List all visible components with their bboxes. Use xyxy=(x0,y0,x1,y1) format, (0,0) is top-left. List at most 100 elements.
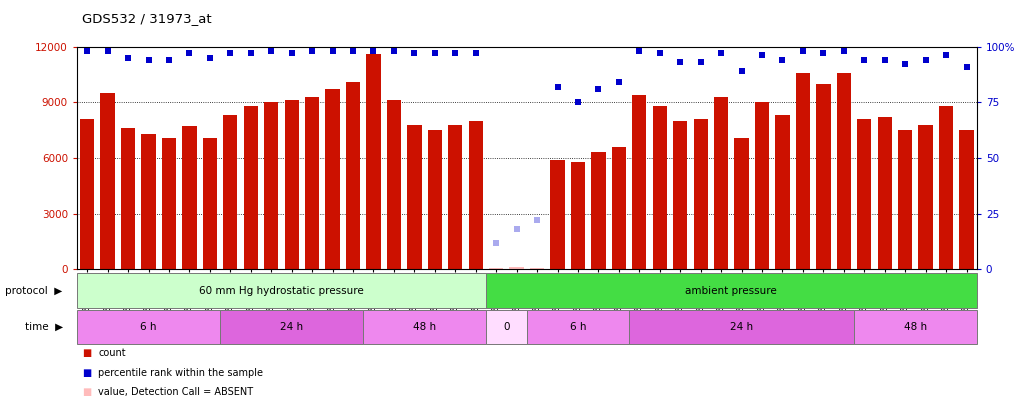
Bar xyxy=(632,95,646,269)
Text: 6 h: 6 h xyxy=(569,322,586,332)
Point xyxy=(100,48,116,54)
Bar xyxy=(570,162,585,269)
Bar xyxy=(183,126,197,269)
Text: 60 mm Hg hydrostatic pressure: 60 mm Hg hydrostatic pressure xyxy=(199,286,364,296)
Point xyxy=(120,54,136,61)
Bar xyxy=(939,106,953,269)
Point xyxy=(652,50,668,56)
Point xyxy=(610,79,627,85)
Bar xyxy=(469,121,483,269)
Point xyxy=(569,99,586,105)
Point xyxy=(202,54,219,61)
Bar xyxy=(366,54,381,269)
Text: ambient pressure: ambient pressure xyxy=(685,286,778,296)
Point xyxy=(283,50,300,56)
Bar xyxy=(101,93,115,269)
Text: value, Detection Call = ABSENT: value, Detection Call = ABSENT xyxy=(98,387,253,397)
Text: protocol  ▶: protocol ▶ xyxy=(5,286,63,296)
Bar xyxy=(486,310,527,344)
Point xyxy=(468,50,484,56)
Bar xyxy=(836,72,851,269)
Bar xyxy=(363,310,486,344)
Bar xyxy=(898,130,912,269)
Bar xyxy=(714,97,728,269)
Bar xyxy=(550,160,564,269)
Bar xyxy=(407,125,422,269)
Point xyxy=(447,50,464,56)
Point xyxy=(876,57,893,63)
Point xyxy=(897,61,913,68)
Bar xyxy=(325,89,340,269)
Text: ■: ■ xyxy=(82,368,91,378)
Bar xyxy=(776,115,790,269)
Bar xyxy=(203,138,218,269)
Point xyxy=(958,63,975,70)
Bar xyxy=(224,115,237,269)
Bar xyxy=(80,119,94,269)
Point xyxy=(304,48,320,54)
Point xyxy=(713,50,729,56)
Bar xyxy=(305,97,319,269)
Text: ■: ■ xyxy=(82,387,91,397)
Text: 48 h: 48 h xyxy=(904,322,926,332)
Text: 24 h: 24 h xyxy=(280,322,304,332)
Bar xyxy=(527,310,629,344)
Point xyxy=(79,48,95,54)
Text: time  ▶: time ▶ xyxy=(25,322,63,332)
Bar xyxy=(489,268,504,269)
Bar xyxy=(77,310,221,344)
Text: ■: ■ xyxy=(82,348,91,358)
Point xyxy=(365,48,382,54)
Point xyxy=(775,57,791,63)
Bar xyxy=(959,130,974,269)
Text: 48 h: 48 h xyxy=(413,322,436,332)
Point xyxy=(509,226,525,232)
Bar xyxy=(284,100,299,269)
Bar xyxy=(448,125,463,269)
Point xyxy=(631,48,647,54)
Text: count: count xyxy=(98,348,126,358)
Bar xyxy=(694,119,708,269)
Bar xyxy=(346,82,360,269)
Bar xyxy=(796,72,811,269)
Bar xyxy=(755,102,770,269)
Point xyxy=(427,50,443,56)
Bar xyxy=(121,128,135,269)
Bar xyxy=(611,147,626,269)
Bar xyxy=(142,134,156,269)
Bar xyxy=(877,117,892,269)
Bar xyxy=(221,310,363,344)
Point xyxy=(917,57,934,63)
Point xyxy=(795,48,812,54)
Point xyxy=(672,59,688,66)
Bar xyxy=(428,130,442,269)
Point xyxy=(754,52,771,59)
Point xyxy=(161,57,177,63)
Point xyxy=(324,48,341,54)
Point xyxy=(835,48,852,54)
Point xyxy=(242,50,259,56)
Point xyxy=(693,59,709,66)
Bar xyxy=(264,102,278,269)
Point xyxy=(263,48,279,54)
Point xyxy=(182,50,198,56)
Bar xyxy=(817,84,830,269)
Bar xyxy=(673,121,687,269)
Point xyxy=(549,83,565,90)
Bar xyxy=(387,100,401,269)
Point xyxy=(406,50,423,56)
Bar xyxy=(735,138,749,269)
Bar xyxy=(857,119,871,269)
Text: 6 h: 6 h xyxy=(141,322,157,332)
Text: percentile rank within the sample: percentile rank within the sample xyxy=(98,368,264,378)
Bar xyxy=(591,152,605,269)
Point xyxy=(222,50,238,56)
Point xyxy=(816,50,832,56)
Point xyxy=(528,217,545,224)
Bar xyxy=(918,125,933,269)
Bar xyxy=(854,310,977,344)
Point xyxy=(856,57,872,63)
Text: 24 h: 24 h xyxy=(731,322,753,332)
Point xyxy=(488,239,505,246)
Bar xyxy=(653,106,667,269)
